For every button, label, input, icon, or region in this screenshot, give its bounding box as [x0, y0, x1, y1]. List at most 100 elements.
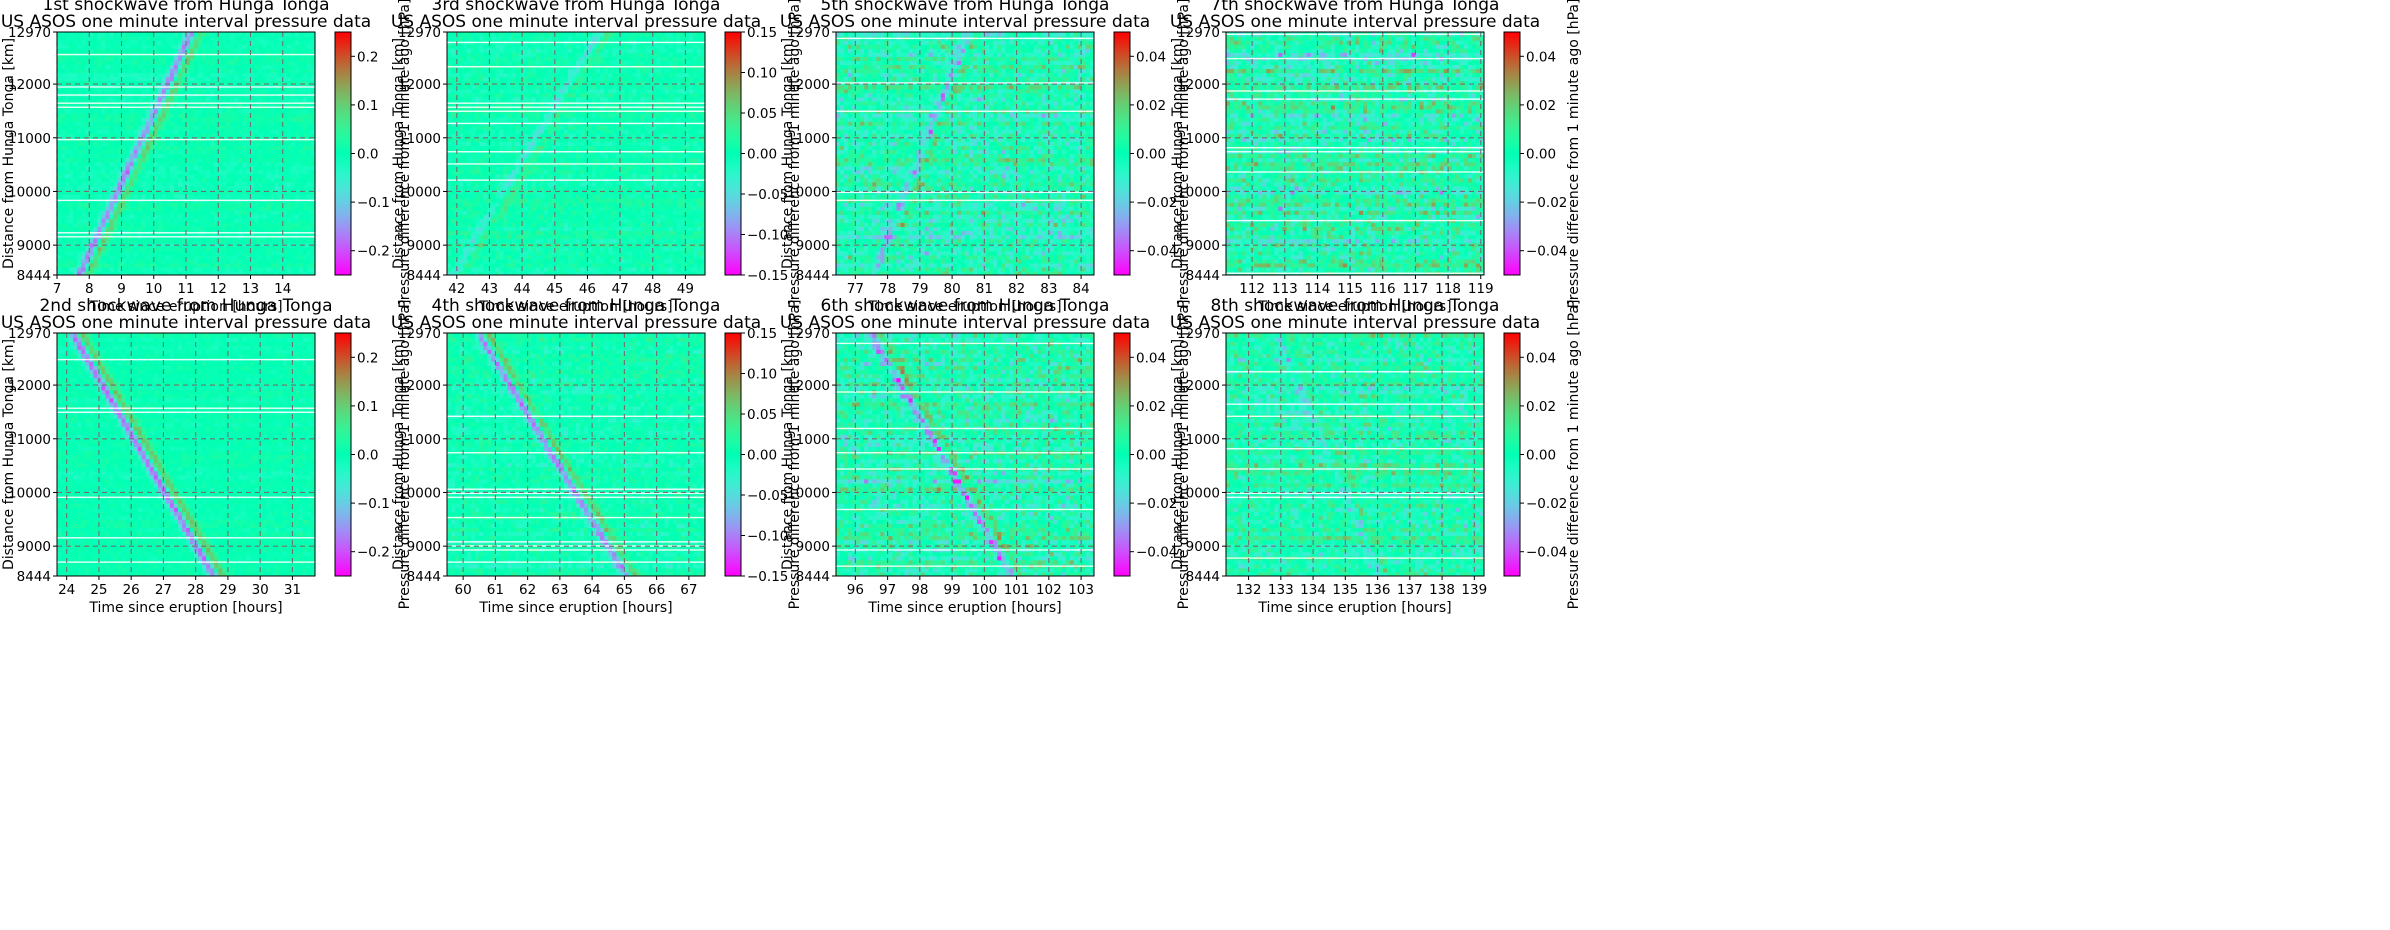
- x-tick-label: 14: [274, 281, 291, 297]
- axes-frame: [1225, 332, 1485, 577]
- chart-subtitle: US ASOS one minute interval pressure dat…: [1, 313, 371, 333]
- x-tick-label: 48: [644, 281, 661, 297]
- x-tick-label: 49: [677, 281, 694, 297]
- x-tick-label: 98: [911, 582, 928, 598]
- heatmap-image: [447, 32, 705, 275]
- colorbar-tick-label: −0.1: [357, 496, 390, 512]
- colorbar-label: Pressure difference from 1 minute ago [h…: [1176, 300, 1192, 610]
- subplot-6: 60 61 62 63 64 65 66 67 8444 9000 10000 11000 12000 1…: [391, 296, 803, 616]
- y-tick-label: 12970: [787, 25, 830, 41]
- y-tick-label: 11000: [1177, 131, 1220, 147]
- y-tick-label: 12000: [1177, 378, 1220, 394]
- colorbar-tick-label: −0.10: [747, 529, 788, 545]
- subplot-3: 77 78 79 80 81 82 83 84 8444 9000 10000 11000 12000 1…: [780, 0, 1192, 315]
- colorbar-label: Pressure difference from 1 minute ago [h…: [787, 0, 803, 308]
- colorbar-label: Pressure difference from 1 minute ago [h…: [397, 300, 413, 610]
- x-tick-label: 135: [1332, 582, 1358, 598]
- colorbar-tick-label: −0.04: [1526, 244, 1567, 260]
- chart-title: 1st shockwave from Hunga Tonga: [43, 0, 330, 15]
- x-tick-label: 82: [1008, 281, 1025, 297]
- colorbar-tick-label: 0.04: [1136, 49, 1166, 65]
- y-tick-label: 9000: [17, 539, 51, 555]
- x-tick-label: 29: [219, 582, 236, 598]
- x-tick-label: 116: [1370, 281, 1396, 297]
- colorbar-tick-label: 0.04: [1136, 350, 1166, 366]
- y-axis-label: Distance from Hunga Tonga [km]: [780, 38, 796, 269]
- x-tick-label: 63: [551, 582, 568, 598]
- y-axis-label: Distance from Hunga Tonga [km]: [1, 38, 17, 269]
- subplot-7: 96 97 98 99 100 101 102 103 8444 9000 10000 11000 12…: [780, 296, 1192, 616]
- y-tick-label: 12970: [1177, 326, 1220, 342]
- y-tick-label: 10000: [1177, 184, 1220, 200]
- colorbar-tick-label: 0.10: [747, 367, 777, 383]
- colorbar-tick-label: 0.00: [1526, 147, 1556, 163]
- x-tick-label: 139: [1461, 582, 1487, 598]
- colorbar-tick-label: −0.10: [747, 228, 788, 244]
- grid-lines: [836, 332, 1094, 577]
- heatmap-image: [836, 32, 1094, 275]
- y-tick-label: 12000: [1177, 77, 1220, 93]
- colorbar: [334, 31, 352, 276]
- y-tick-label: 12000: [398, 77, 441, 93]
- y-tick-label: 10000: [398, 184, 441, 200]
- y-tick-label: 9000: [796, 539, 830, 555]
- colorbar: [1503, 332, 1521, 577]
- y-tick-label: 8444: [407, 569, 441, 585]
- colorbar-tick-label: −0.2: [357, 545, 390, 561]
- y-axis-label: Distance from Hunga Tonga [km]: [391, 339, 407, 570]
- subplot-2: 42 43 44 45 46 47 48 49 8444 9000 10000 11000 12000 1…: [391, 0, 803, 315]
- heatmap-image: [836, 333, 1094, 576]
- y-tick-label: 12000: [787, 378, 830, 394]
- x-tick-label: 99: [944, 582, 961, 598]
- x-tick-label: 24: [58, 582, 75, 598]
- y-tick-label: 12000: [787, 77, 830, 93]
- y-tick-label: 11000: [398, 131, 441, 147]
- colorbar-tick-label: 0.00: [1136, 448, 1166, 464]
- chart-title: 2nd shockwave from Hunga Tonga: [39, 296, 332, 316]
- chart-subtitle: US ASOS one minute interval pressure dat…: [391, 12, 761, 32]
- y-tick-label: 9000: [17, 238, 51, 254]
- colorbar-tick-label: 0.15: [747, 25, 777, 41]
- y-axis-label: Distance from Hunga Tonga [km]: [391, 38, 407, 269]
- x-tick-label: 13: [242, 281, 259, 297]
- axes-frame: [835, 332, 1095, 577]
- x-tick-label: 102: [1036, 582, 1062, 598]
- chart-title: 6th shockwave from Hunga Tonga: [821, 296, 1110, 316]
- x-tick-label: 138: [1429, 582, 1455, 598]
- colorbar-tick-label: −0.02: [1526, 195, 1567, 211]
- y-axis-label: Distance from Hunga Tonga [km]: [1170, 38, 1186, 269]
- x-tick-label: 10: [145, 281, 162, 297]
- x-tick-label: 101: [1004, 582, 1030, 598]
- colorbar-tick-label: −0.04: [1136, 545, 1177, 561]
- colorbar-tick-label: −0.04: [1526, 545, 1567, 561]
- colorbar-tick-label: −0.15: [747, 268, 788, 284]
- x-tick-label: 44: [514, 281, 531, 297]
- y-axis-label: Distance from Hunga Tonga [km]: [1, 339, 17, 570]
- x-tick-label: 25: [90, 582, 107, 598]
- x-tick-label: 79: [911, 281, 928, 297]
- x-tick-label: 113: [1272, 281, 1298, 297]
- x-tick-label: 64: [584, 582, 601, 598]
- colorbar: [1503, 31, 1521, 276]
- y-tick-label: 12970: [8, 25, 51, 41]
- colorbar-tick-label: −0.05: [747, 488, 788, 504]
- x-tick-label: 9: [117, 281, 126, 297]
- y-tick-label: 11000: [8, 131, 51, 147]
- y-tick-label: 12970: [398, 326, 441, 342]
- x-tick-label: 97: [879, 582, 896, 598]
- x-tick-label: 7: [53, 281, 62, 297]
- chart-title: 3rd shockwave from Hunga Tonga: [432, 0, 721, 15]
- subplot-8: 132 133 134 135 136 137 138 139 8444 9000 10000 110…: [1170, 296, 1582, 616]
- x-axis-label: Time since eruption [hours]: [867, 299, 1061, 315]
- y-tick-label: 8444: [1186, 569, 1220, 585]
- colorbar: [1113, 31, 1131, 276]
- heatmap-image: [57, 333, 315, 576]
- x-tick-label: 133: [1268, 582, 1294, 598]
- colorbar-tick-label: −0.04: [1136, 244, 1177, 260]
- x-tick-label: 96: [847, 582, 864, 598]
- axes-frame: [56, 332, 316, 577]
- y-tick-label: 12970: [1177, 25, 1220, 41]
- y-tick-label: 9000: [407, 238, 441, 254]
- chart-title: 4th shockwave from Hunga Tonga: [432, 296, 721, 316]
- colorbar-tick-label: −0.05: [747, 187, 788, 203]
